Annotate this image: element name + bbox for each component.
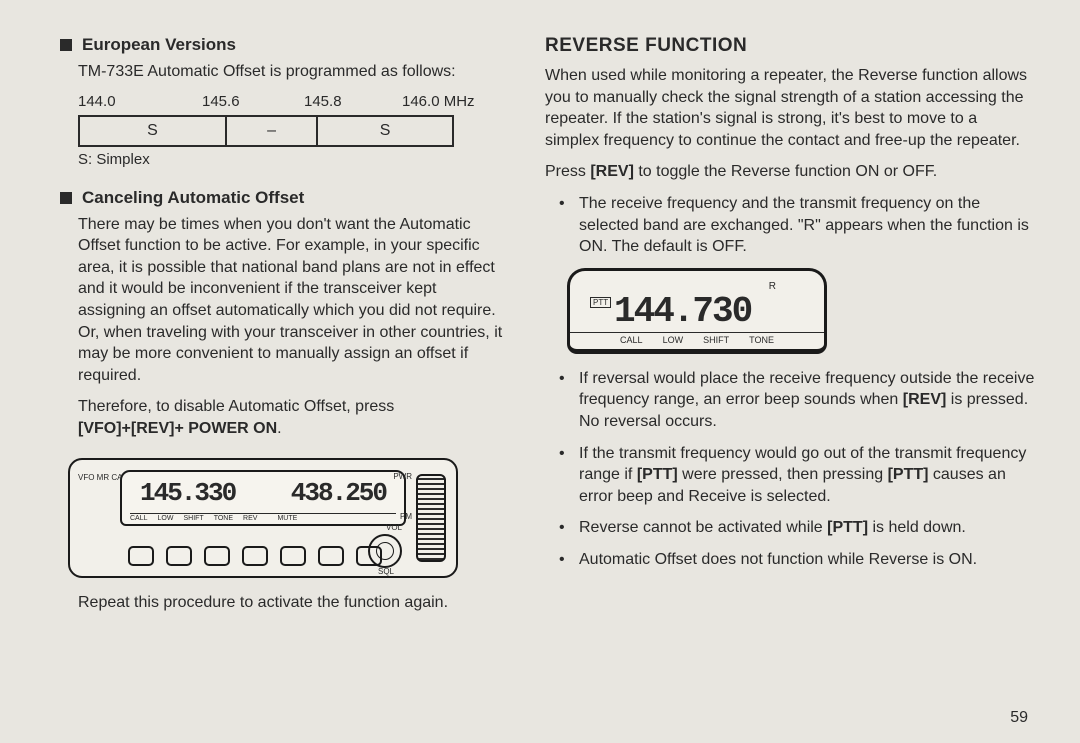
list-item: Automatic Offset does not function while…	[565, 549, 1035, 571]
simplex-legend: S: Simplex	[78, 151, 505, 168]
square-bullet-icon	[60, 192, 72, 204]
list-item: If reversal would place the receive freq…	[565, 368, 1035, 433]
disable-text: Therefore, to disable Automatic Offset, …	[78, 398, 394, 415]
rev-key: [REV]	[903, 391, 947, 408]
lcd-frequency: 144.730	[614, 291, 751, 332]
pwr-label: PWR	[393, 472, 412, 481]
european-versions-heading: European Versions	[60, 35, 505, 55]
knob-icon	[368, 534, 402, 568]
reverse-function-heading: REVERSE FUNCTION	[545, 35, 1035, 57]
r-indicator: R	[769, 281, 776, 292]
disable-keys: [VFO]+[REV]+ POWER ON	[78, 420, 277, 437]
tick-label: 144.0	[78, 93, 116, 110]
reverse-intro: When used while monitoring a repeater, t…	[545, 65, 1035, 151]
press-rev-line: Press [REV] to toggle the Reverse functi…	[545, 161, 1035, 183]
ptt-key: [PTT]	[637, 466, 678, 483]
page-number: 59	[1010, 709, 1028, 727]
european-intro: TM-733E Automatic Offset is programmed a…	[60, 61, 505, 83]
heading-text: European Versions	[82, 35, 236, 55]
offset-cell: S	[318, 117, 452, 145]
offset-table: 144.0 145.6 145.8 146.0 MHz S – S S: Sim…	[60, 93, 505, 168]
radio-button-icon	[280, 546, 306, 566]
cancel-offset-heading: Canceling Automatic Offset	[60, 188, 505, 208]
offset-cell: S	[80, 117, 227, 145]
ptt-key: [PTT]	[827, 519, 868, 536]
button-row	[128, 546, 382, 566]
ptt-key: [PTT]	[888, 466, 929, 483]
lcd-illustration: R PTT 144.730 CALL LOW SHIFT TONE	[567, 268, 827, 354]
radio-button-icon	[318, 546, 344, 566]
list-item: If the transmit frequency would go out o…	[565, 443, 1035, 508]
reverse-bullets: The receive frequency and the transmit f…	[545, 193, 1035, 258]
offset-cell: –	[227, 117, 318, 145]
left-column: European Versions TM-733E Automatic Offs…	[60, 35, 505, 623]
radio-button-icon	[204, 546, 230, 566]
square-bullet-icon	[60, 39, 72, 51]
reverse-bullets-2: If reversal would place the receive freq…	[545, 368, 1035, 571]
sql-label: SQL	[378, 567, 394, 576]
list-item: Reverse cannot be activated while [PTT] …	[565, 517, 1035, 539]
radio-button-icon	[166, 546, 192, 566]
radio-screen: 145.330 438.250 CALL LOW SHIFT TONE REV …	[120, 470, 406, 526]
lcd-labels: CALL LOW SHIFT TONE	[570, 332, 824, 345]
dial-icon	[416, 474, 446, 562]
list-item: The receive frequency and the transmit f…	[565, 193, 1035, 258]
repeat-line: Repeat this procedure to activate the fu…	[60, 592, 505, 614]
radio-button-icon	[128, 546, 154, 566]
ptt-indicator: PTT	[590, 297, 611, 308]
vol-label: VOL	[386, 523, 402, 532]
radio-button-icon	[242, 546, 268, 566]
tick-label: 145.8	[304, 93, 342, 110]
disable-line: Therefore, to disable Automatic Offset, …	[60, 396, 505, 439]
offset-boxes: S – S	[78, 115, 454, 147]
heading-text: Canceling Automatic Offset	[82, 188, 304, 208]
screen-labels: CALL LOW SHIFT TONE REV MUTE	[130, 513, 396, 522]
freq-right: 438.250	[291, 478, 386, 508]
tick-row: 144.0 145.6 145.8 146.0 MHz	[78, 93, 505, 115]
pm-label: PM	[400, 512, 412, 521]
right-column: REVERSE FUNCTION When used while monitor…	[545, 35, 1035, 623]
cancel-body: There may be times when you don't want t…	[60, 214, 505, 387]
freq-left: 145.330	[140, 478, 235, 508]
rev-key: [REV]	[590, 163, 634, 180]
tick-label: 146.0 MHz	[402, 93, 475, 110]
radio-illustration: VFO MR CALL M 145.330 438.250 CALL LOW S…	[68, 458, 458, 578]
tick-label: 145.6	[202, 93, 240, 110]
